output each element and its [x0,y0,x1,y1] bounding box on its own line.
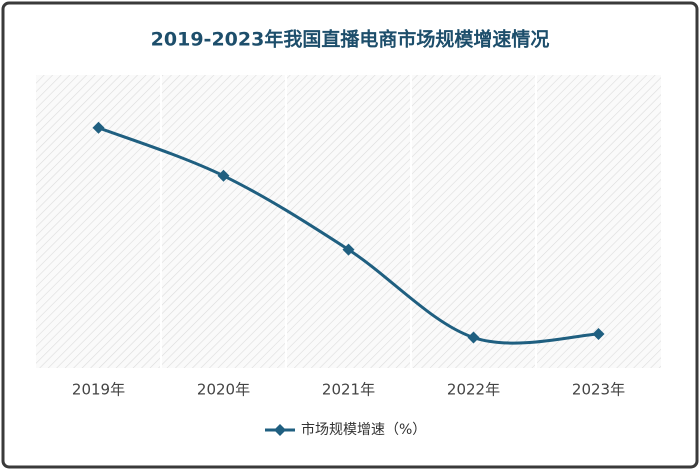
point [217,169,230,182]
plot-area [36,75,661,368]
point [592,328,605,341]
x-tick-label: 2022年 [447,381,500,399]
x-tick-label: 2021年 [322,381,375,399]
legend-label: 市场规模增速（%） [301,421,426,438]
point [92,121,105,134]
chart-title: 2019-2023年我国直播电商市场规模增速情况 [151,28,550,51]
point [342,243,355,256]
x-tick-label: 2020年 [197,381,250,399]
legend-marker [274,424,286,436]
point [467,331,480,344]
x-tick-label: 2019年 [72,381,125,399]
x-tick-label: 2023年 [572,381,625,399]
